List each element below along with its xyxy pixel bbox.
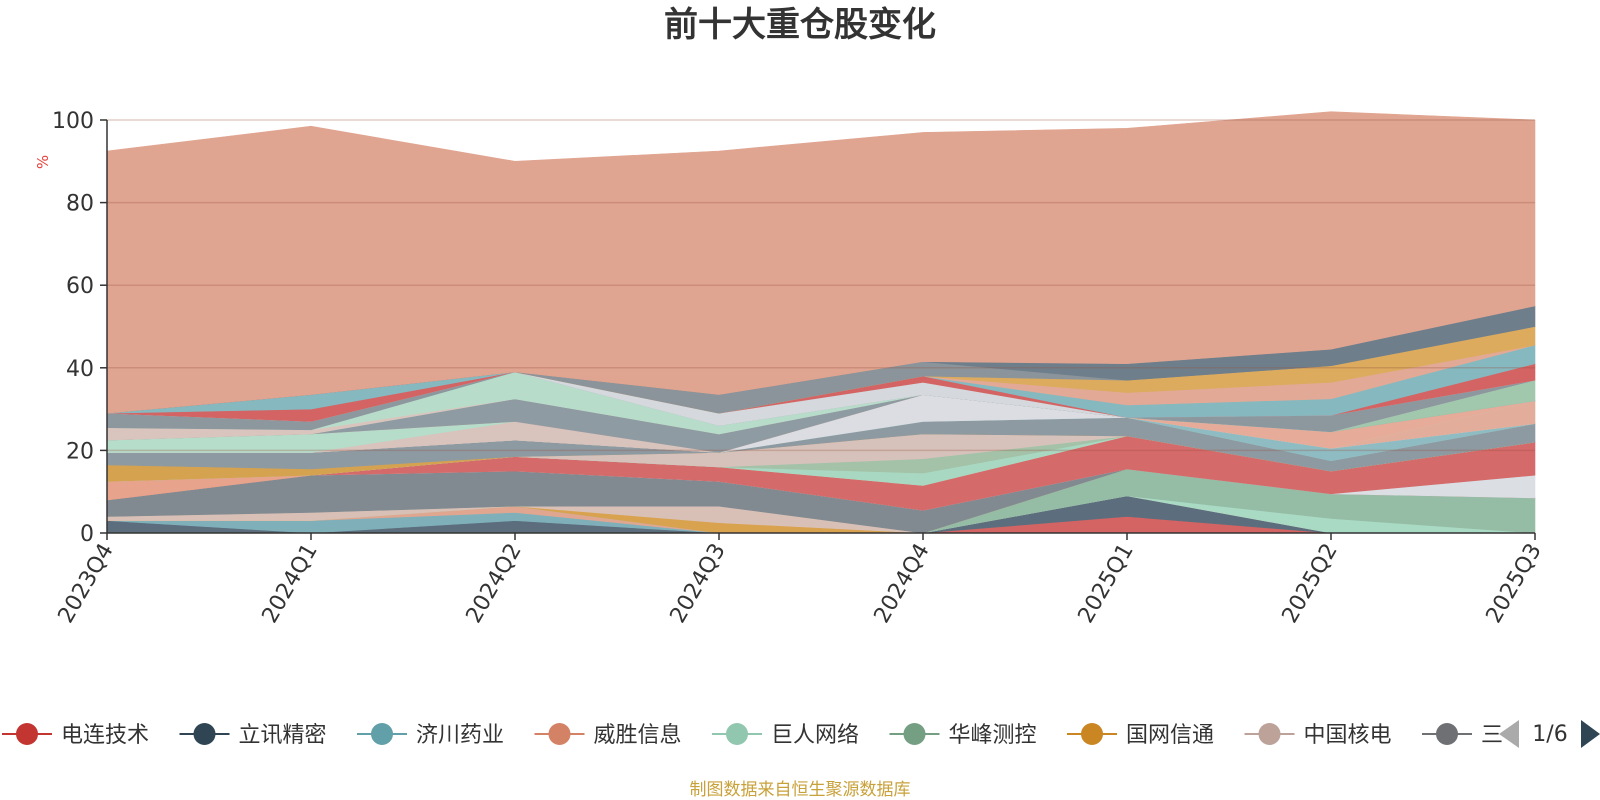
legend-item[interactable]: 立讯精密 [179,723,327,748]
legend-item[interactable]: 国网信通 [1067,723,1214,748]
legend-marker [371,723,393,745]
x-tick-label: 2025Q3 [1482,539,1547,627]
legend-page-indicator: 1/6 [1532,722,1567,747]
legend-label: 电连技术 [61,723,149,748]
legend-label: 立讯精密 [239,723,327,748]
grid-lines [107,119,1535,452]
legend[interactable]: 电连技术 立讯精密 济川药业 威胜信息 巨人网络 华峰测控 国网信通 中国核电 三 [2,723,1503,748]
y-tick-label: 60 [66,274,94,299]
y-tick-labels: 0 20 40 60 80 100 [52,109,94,547]
legend-marker [1436,723,1458,745]
x-tick-labels: 2023Q4 2024Q1 2024Q2 2024Q3 2024Q4 2025Q1 2025… [54,539,1547,627]
y-axis-unit: % [34,155,52,169]
y-tick-label: 0 [80,522,94,547]
axes [100,119,1536,540]
y-tick-label: 80 [66,192,94,217]
area-series-37 [106,111,1536,414]
x-tick-label: 2025Q2 [1278,539,1343,627]
x-tick-label: 2025Q1 [1074,539,1139,627]
legend-next-icon[interactable] [1581,720,1600,748]
x-tick-label: 2024Q3 [666,539,731,627]
legend-label: 华峰测控 [949,723,1037,748]
legend-marker [16,723,38,745]
legend-marker [903,723,926,745]
data-source-note: 制图数据来自恒生聚源数据库 [690,780,911,800]
legend-marker [726,723,748,745]
legend-item[interactable]: 电连技术 [2,723,149,748]
legend-marker [1258,723,1281,745]
legend-marker [193,723,216,745]
legend-marker [548,723,571,745]
legend-marker [1081,723,1103,745]
x-tick-label: 2023Q4 [54,539,119,627]
legend-item[interactable]: 济川药业 [357,723,504,748]
chart-title: 前十大重仓股变化 [664,5,936,45]
legend-label: 威胜信息 [594,723,682,748]
legend-label: 济川药业 [416,723,504,748]
legend-item[interactable]: 威胜信息 [534,723,682,748]
legend-item[interactable]: 华峰测控 [889,723,1037,748]
x-tick-label: 2024Q2 [462,539,527,627]
legend-label: 巨人网络 [771,723,859,748]
legend-item[interactable]: 巨人网络 [712,723,859,748]
legend-item[interactable]: 中国核电 [1244,723,1392,748]
legend-pager: 1/6 [1499,720,1600,748]
legend-label: 三 [1481,723,1503,748]
y-tick-label: 40 [66,357,94,382]
legend-item[interactable]: 三 [1422,723,1503,748]
x-tick-label: 2024Q1 [258,539,323,627]
legend-label: 国网信通 [1126,723,1214,748]
area-series-group [106,111,1536,534]
legend-prev-icon[interactable] [1499,720,1519,748]
y-tick-label: 20 [66,439,94,464]
x-tick-label: 2024Q4 [870,539,935,627]
y-tick-label: 100 [52,109,94,134]
legend-label: 中国核电 [1304,723,1392,748]
